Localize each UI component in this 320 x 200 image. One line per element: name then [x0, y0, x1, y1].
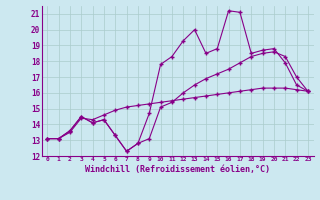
X-axis label: Windchill (Refroidissement éolien,°C): Windchill (Refroidissement éolien,°C): [85, 165, 270, 174]
